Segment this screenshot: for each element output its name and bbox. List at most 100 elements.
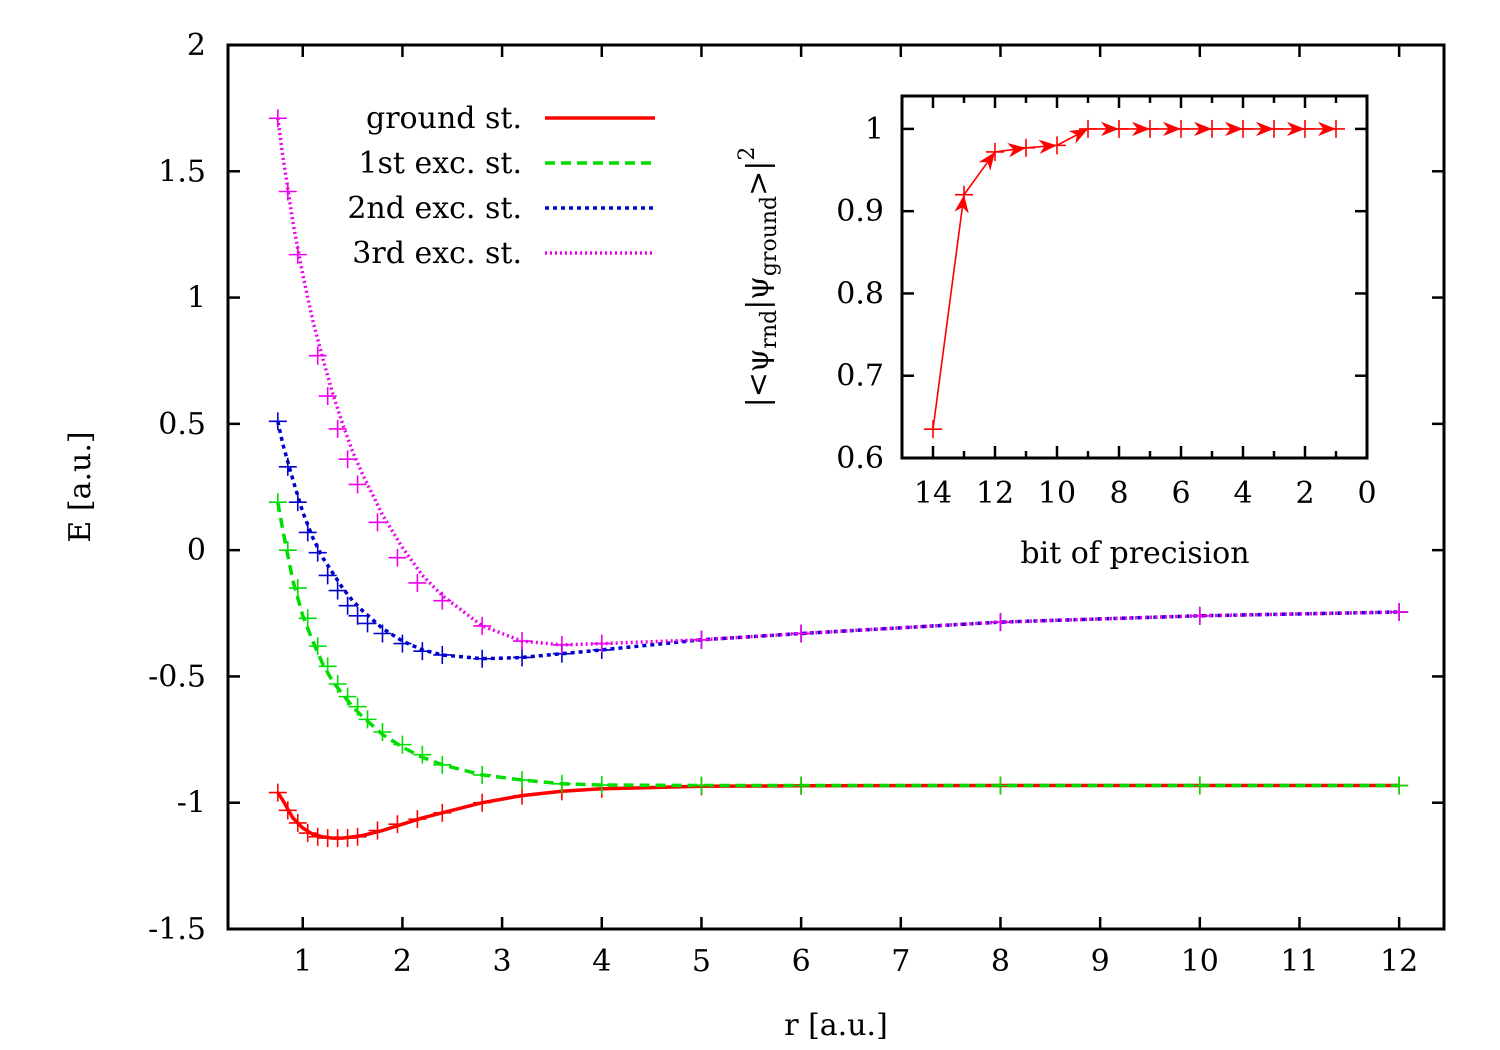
inset-y-label-sub2: ground [757,196,782,276]
data-point [308,827,327,846]
inset-y-tick-label: 0.7 [836,359,884,394]
data-point [433,803,452,822]
inset-data-point [986,142,1004,161]
data-point [373,624,392,643]
data-point [328,675,347,694]
y-tick-label: 1 [187,281,206,316]
data-point [792,776,811,795]
inset-segment [1056,128,1089,147]
inset-plot-frame [900,94,1369,460]
y-axis-label: E [a.u.] [63,431,98,542]
data-point [473,649,492,668]
inset-data-point [955,185,973,204]
data-point [278,457,297,476]
data-point [288,813,307,832]
inset-data-point [1017,138,1035,157]
inset-data-point [924,420,942,439]
data-point [991,776,1010,795]
inset-data-point [1172,119,1190,138]
data-point [1190,606,1209,625]
data-point [298,824,317,843]
data-point [513,786,532,805]
inset-y-label-mid: |ψ [741,276,776,310]
data-point [513,632,532,651]
data-point [338,450,357,469]
data-point [792,624,811,643]
data-point [368,513,387,532]
data-point [268,493,287,512]
data-point [388,815,407,834]
data-point [1390,603,1409,622]
inset-x-axis-label: bit of precision [1020,536,1249,571]
inset-data-point [1079,119,1097,138]
inset-y-tick-label: 1 [865,112,884,147]
x-tick-label: 2 [393,944,412,979]
data-point [318,657,337,676]
inset-x-tick-label: 12 [976,476,1014,511]
legend-label: 3rd exc. st. [352,236,522,271]
main-tick-labels: 1 2 3 4 5 6 7 8 9 10 11 12-1.5-1-0.500.511.52 [148,28,1418,979]
main-ticks [228,43,1444,931]
inset-y-tick-label: 0.9 [836,194,884,229]
data-point [413,745,432,764]
inset-tick-labels: 14 12 10 8 6 4 2 0 0.6 0.7 0.8 0.9 1 [836,112,1376,511]
data-point [552,635,571,654]
data-point [318,387,337,406]
inset-x-tick-label: 2 [1295,476,1314,511]
legend: ground st. 1st exc. st. 2nd exc. st. 3rd ex… [347,101,655,271]
x-tick-label: 8 [991,944,1010,979]
data-point [991,613,1010,632]
x-tick-label: 1 [293,944,312,979]
data-point [513,648,532,667]
data-point [388,548,407,567]
data-point [358,614,377,633]
inset-y-label-sup: 2 [735,147,760,161]
inset-y-label-end: >| [741,161,776,196]
inset-ticks [900,96,1369,460]
x-tick-label: 12 [1380,944,1418,979]
data-point [328,581,347,600]
series-line-3 [276,420,1400,661]
inset-y-tick-label: 0.6 [836,441,884,476]
data-point [348,475,367,494]
x-tick-label: 7 [891,944,910,979]
main-plot: 1 2 3 4 5 6 7 8 9 10 11 12-1.5-1-0.500.511.52 r [a.… [63,28,1446,1043]
inset-x-tick-label: 6 [1171,476,1190,511]
inset-data-point [1141,119,1159,138]
legend-label: 2nd exc. st. [347,191,522,226]
data-point [473,616,492,635]
data-point [308,543,327,562]
data-point [278,541,297,560]
data-point [278,182,297,201]
x-tick-label: 11 [1280,944,1318,979]
data-point [268,109,287,128]
data-point [592,634,611,653]
inset-y-tick-label: 0.8 [836,276,884,311]
data-point [1390,776,1409,795]
data-point [408,573,427,592]
main-plot-frame [226,43,1446,931]
data-point [338,687,357,706]
data-point [413,642,432,661]
inset-data-point [1048,136,1066,155]
inset-data-point [1110,119,1128,138]
data-point [592,776,611,795]
legend-label: 1st exc. st. [358,146,522,181]
series-line-2 [276,501,1400,788]
inset-x-tick-label: 8 [1109,476,1128,511]
series-line-1 [276,783,1400,840]
inset-data-point [1327,119,1345,138]
legend-label: ground st. [366,101,522,136]
inset-segment [963,151,996,196]
x-tick-label: 5 [692,944,711,979]
data-point [1190,776,1209,795]
data-point [268,412,287,431]
data-point [473,793,492,812]
x-tick-label: 6 [792,944,811,979]
data-point [298,523,317,542]
inset-y-axis-label: |<ψrnd|ψground>|2 [735,147,782,408]
data-point [373,722,392,741]
y-tick-label: 0 [187,533,206,568]
data-point [268,783,287,802]
